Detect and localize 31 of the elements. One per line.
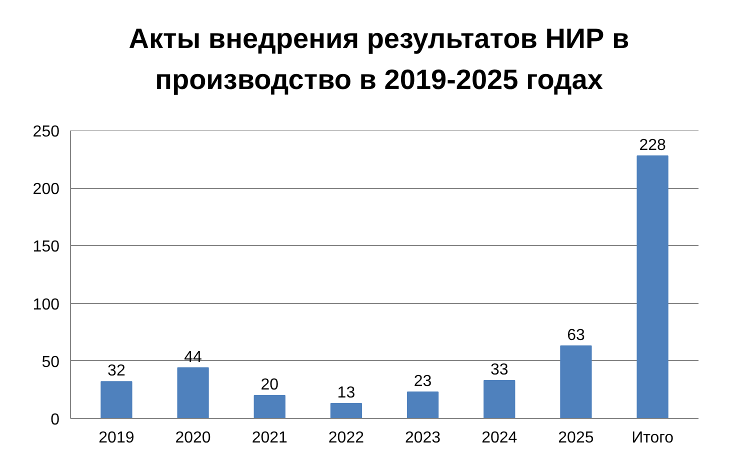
y-tick-label: 150: [32, 238, 60, 256]
bar: [406, 392, 439, 418]
bar: [484, 380, 516, 418]
x-tick-label: 2023: [404, 430, 441, 446]
data-label: 63: [567, 326, 585, 344]
x-tick-label: 2021: [252, 430, 288, 446]
x-tick-label: 2024: [482, 430, 518, 446]
bar: [560, 345, 592, 418]
data-label: 13: [337, 384, 356, 402]
y-tick-label: 50: [42, 354, 60, 371]
data-label: 228: [639, 136, 666, 154]
x-tick-label: 2025: [558, 430, 594, 446]
y-tick-label: 100: [32, 296, 60, 314]
y-tick-label: 250: [32, 124, 60, 140]
bar: [100, 381, 132, 418]
x-tick-label: 2022: [328, 430, 364, 446]
y-tick-label: 200: [32, 181, 60, 198]
data-label: 32: [108, 362, 126, 380]
data-label: 20: [260, 376, 279, 394]
chart-title: Акты внедрения результатов НИР в производство в 2019-2025 годах: [128, 22, 630, 97]
bar: [636, 155, 668, 418]
data-label: 33: [490, 361, 508, 378]
y-tick-label: 0: [50, 412, 60, 428]
bar: [330, 403, 362, 418]
data-label: 23: [414, 373, 432, 390]
x-tick-label: 2019: [98, 430, 134, 446]
bar: [254, 394, 286, 418]
bar: [177, 367, 209, 418]
x-tick-label: 2020: [175, 430, 211, 446]
data-label: 44: [184, 348, 202, 366]
x-tick-label: Итого: [632, 430, 674, 446]
